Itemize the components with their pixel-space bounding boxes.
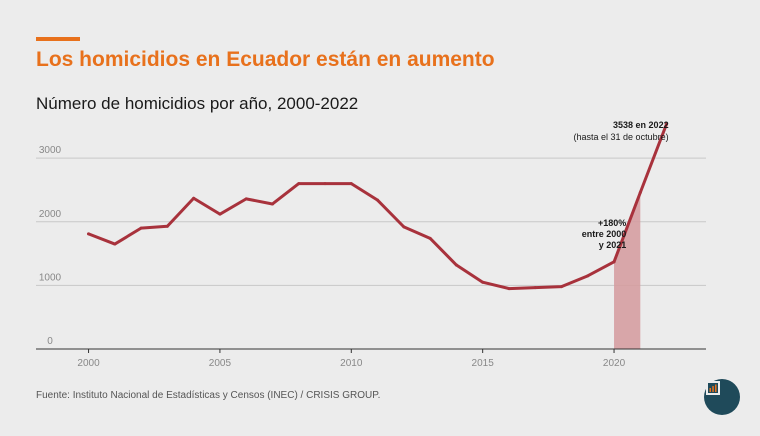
data-point xyxy=(612,260,616,264)
x-tick-label: 2010 xyxy=(340,358,363,369)
data-point xyxy=(297,182,301,186)
data-point xyxy=(165,224,169,228)
homicides-series-line xyxy=(87,122,669,291)
title-accent-bar xyxy=(36,37,80,41)
crisis-group-logo-icon xyxy=(704,379,740,415)
x-tick-label: 2005 xyxy=(209,358,232,369)
data-point xyxy=(586,274,590,278)
annotation-end-label: 3538 en 2022 xyxy=(613,120,669,130)
data-point xyxy=(665,122,669,126)
data-point xyxy=(218,212,222,216)
annotation-end-label: (hasta el 31 de octubre) xyxy=(574,132,669,142)
data-point xyxy=(559,285,563,289)
x-tick-label: 2015 xyxy=(472,358,495,369)
data-point xyxy=(507,287,511,291)
highlight-area xyxy=(614,192,641,349)
data-point xyxy=(481,280,485,284)
annotation-growth-label: +180% xyxy=(598,218,626,228)
data-point xyxy=(638,191,642,195)
x-tick-label: 2020 xyxy=(603,358,626,369)
data-point xyxy=(87,232,91,236)
data-point xyxy=(349,182,353,186)
data-point xyxy=(113,242,117,246)
data-point xyxy=(376,198,380,202)
y-tick-label: 1000 xyxy=(39,272,62,283)
x-tick-label: 2000 xyxy=(77,358,100,369)
y-tick-label: 2000 xyxy=(39,209,62,220)
page-title: Los homicidios en Ecuador están en aumen… xyxy=(36,48,495,71)
annotation-growth-label: entre 2000 xyxy=(582,229,627,239)
source-note: Fuente: Instituto Nacional de Estadístic… xyxy=(36,390,381,401)
y-tick-label: 0 xyxy=(47,336,53,347)
data-point xyxy=(323,182,327,186)
data-point xyxy=(192,196,196,200)
data-point xyxy=(244,197,248,201)
chart-subtitle: Número de homicidios por año, 2000-2022 xyxy=(36,94,359,113)
data-point xyxy=(454,263,458,267)
data-point xyxy=(533,286,537,290)
data-point xyxy=(402,225,406,229)
annotation-growth-label: y 2021 xyxy=(599,240,627,250)
data-point xyxy=(139,226,143,230)
data-point xyxy=(428,236,432,240)
data-point xyxy=(270,202,274,206)
y-tick-label: 3000 xyxy=(39,145,62,156)
